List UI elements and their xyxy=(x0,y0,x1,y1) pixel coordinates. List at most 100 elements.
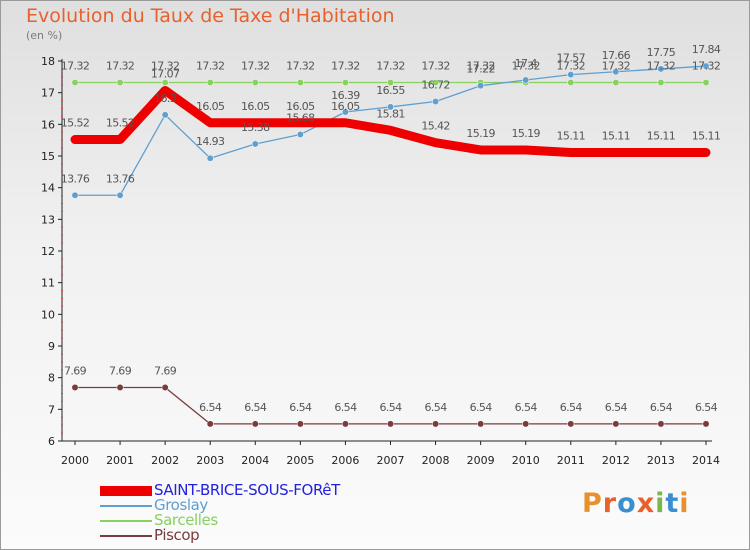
x-tick-label: 2014 xyxy=(692,454,720,467)
x-tick-label: 2003 xyxy=(196,454,224,467)
data-label-piscop: 6.54 xyxy=(334,401,357,414)
data-label-groslay: 17.66 xyxy=(602,49,631,62)
legend-label-groslay: Groslay xyxy=(154,496,208,514)
data-label-groslay: 13.76 xyxy=(106,172,135,185)
data-point-sarcelles xyxy=(71,79,79,86)
data-label-saint-brice: 15.42 xyxy=(421,120,450,133)
x-tick-label: 2005 xyxy=(286,454,314,467)
legend-swatch-groslay xyxy=(100,505,152,507)
data-label-piscop: 7.69 xyxy=(109,364,132,377)
data-point-sarcelles xyxy=(206,79,214,86)
data-label-saint-brice: 15.81 xyxy=(376,107,405,120)
data-label-piscop: 6.54 xyxy=(605,401,628,414)
data-point-groslay xyxy=(296,131,304,138)
y-tick-label: 9 xyxy=(48,340,55,353)
data-label-saint-brice: 15.11 xyxy=(557,130,586,143)
y-tick-label: 15 xyxy=(41,150,55,163)
x-tick-label: 2002 xyxy=(151,454,179,467)
data-label-groslay: 13.76 xyxy=(61,172,90,185)
data-label-groslay: 14.93 xyxy=(196,135,225,148)
legend-swatch-sarcelles xyxy=(100,520,152,522)
data-label-piscop: 6.54 xyxy=(470,401,493,414)
logo-letter: i xyxy=(679,488,690,519)
chart-title: Evolution du Taux de Taxe d'Habitation xyxy=(26,5,395,27)
data-point-groslay xyxy=(387,103,394,111)
data-point-sarcelles xyxy=(612,79,620,86)
y-tick-label: 13 xyxy=(41,213,55,226)
data-label-groslay: 17.4 xyxy=(515,57,538,70)
x-tick-label: 2007 xyxy=(377,454,405,467)
data-label-sarcelles: 17.32 xyxy=(602,60,631,73)
data-point-piscop xyxy=(612,420,620,428)
data-label-groslay: 16.55 xyxy=(376,84,405,97)
x-tick-label: 2000 xyxy=(61,454,89,467)
data-point-groslay xyxy=(251,140,259,148)
data-point-groslay xyxy=(567,71,575,79)
data-point-piscop xyxy=(657,420,665,428)
data-label-piscop: 6.54 xyxy=(199,401,222,414)
data-point-piscop xyxy=(206,420,214,428)
data-label-sarcelles: 17.32 xyxy=(241,60,270,73)
logo-letter: i xyxy=(655,488,666,519)
data-point-sarcelles xyxy=(251,79,259,86)
data-label-sarcelles: 17.32 xyxy=(196,60,225,73)
data-label-sarcelles: 17.32 xyxy=(151,60,180,73)
data-label-piscop: 6.54 xyxy=(425,401,448,414)
data-label-sarcelles: 17.32 xyxy=(692,60,721,73)
data-label-saint-brice: 15.52 xyxy=(61,117,90,130)
logo-letter: o xyxy=(617,488,637,519)
x-tick-label: 2011 xyxy=(557,454,585,467)
data-point-sarcelles xyxy=(657,79,665,86)
data-label-groslay: 17.75 xyxy=(647,46,676,59)
data-label-saint-brice: 16.05 xyxy=(331,100,360,113)
data-point-sarcelles xyxy=(161,79,169,86)
data-point-groslay xyxy=(612,68,620,76)
x-tick-label: 2009 xyxy=(467,454,495,467)
data-label-saint-brice: 15.52 xyxy=(106,117,135,130)
legend-swatch-saint-brice xyxy=(100,486,152,496)
data-label-sarcelles: 17.32 xyxy=(421,60,450,73)
data-point-groslay xyxy=(161,111,169,119)
logo-letter: P xyxy=(582,488,603,519)
data-label-sarcelles: 17.32 xyxy=(376,60,405,73)
x-tick-label: 2008 xyxy=(422,454,450,467)
data-point-groslay xyxy=(477,82,485,90)
data-point-piscop xyxy=(251,420,259,428)
data-point-groslay xyxy=(657,65,665,73)
data-label-sarcelles: 17.32 xyxy=(511,60,540,73)
data-label-saint-brice: 15.19 xyxy=(466,127,495,140)
data-point-piscop xyxy=(387,420,394,428)
data-label-groslay: 16.3 xyxy=(154,92,177,105)
data-label-piscop: 6.54 xyxy=(289,401,312,414)
y-tick-label: 12 xyxy=(41,245,55,258)
data-point-piscop xyxy=(432,420,440,428)
data-label-piscop: 6.54 xyxy=(695,401,718,414)
data-point-piscop xyxy=(477,420,485,428)
data-point-sarcelles xyxy=(296,79,304,86)
logo-letter: x xyxy=(636,488,656,519)
data-point-piscop xyxy=(702,420,710,428)
data-point-groslay xyxy=(432,98,440,105)
data-point-groslay xyxy=(522,76,530,84)
data-label-piscop: 6.54 xyxy=(650,401,673,414)
data-point-sarcelles xyxy=(116,79,124,86)
data-label-piscop: 7.69 xyxy=(154,364,177,377)
legend-label-sarcelles: Sarcelles xyxy=(154,511,218,529)
x-tick-label: 2006 xyxy=(331,454,359,467)
x-tick-label: 2004 xyxy=(241,454,269,467)
data-label-groslay: 17.22 xyxy=(466,63,495,76)
y-tick-label: 8 xyxy=(48,372,55,385)
data-point-sarcelles xyxy=(567,79,575,86)
logo-letter: r xyxy=(602,488,618,519)
data-label-saint-brice: 16.05 xyxy=(196,100,225,113)
data-point-groslay xyxy=(206,154,214,162)
data-label-sarcelles: 17.32 xyxy=(286,60,315,73)
x-tick-label: 2013 xyxy=(647,454,675,467)
data-label-groslay: 16.72 xyxy=(421,79,450,92)
data-label-saint-brice: 17.07 xyxy=(151,67,180,80)
data-point-piscop xyxy=(522,420,530,428)
data-point-piscop xyxy=(71,384,79,391)
data-label-saint-brice: 16.05 xyxy=(241,100,270,113)
data-label-groslay: 17.84 xyxy=(692,43,721,56)
